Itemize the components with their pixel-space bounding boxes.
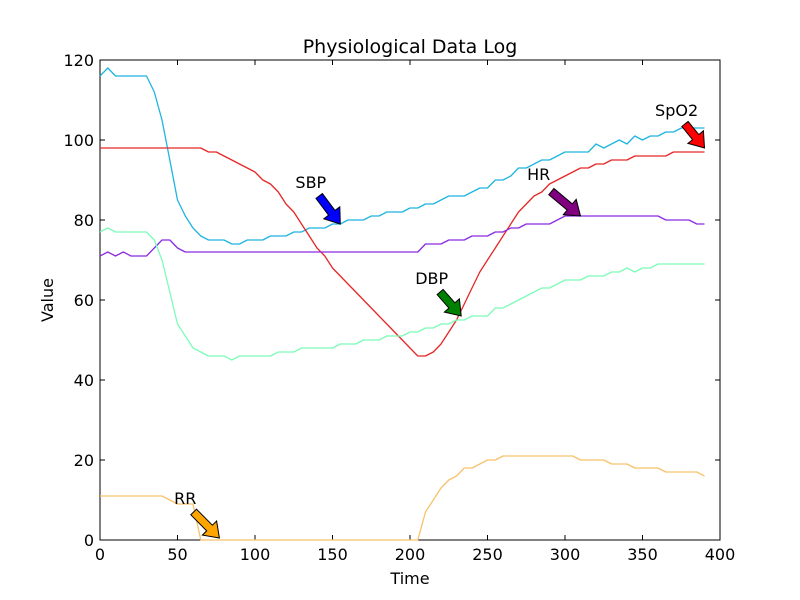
- series-line-3: [99, 227, 705, 361]
- plot-area: 0 50 100 150 200 250 300 350 400 0 20 40 60 80 100 120 S…: [63, 51, 735, 564]
- annotation-label-sbp: SBP: [295, 173, 326, 192]
- y-tick-label: 60: [74, 291, 94, 310]
- series-line-1: [100, 147, 705, 357]
- x-tick-label: 200: [395, 545, 426, 564]
- x-axis-label: Time: [389, 569, 429, 588]
- annotation-arrow-icon: [436, 288, 462, 317]
- y-axis-label: Value: [38, 278, 57, 322]
- x-tick-label: 350: [627, 545, 658, 564]
- x-tick-label: 100: [240, 545, 271, 564]
- y-tick-label: 20: [74, 451, 94, 470]
- x-tick-label: 400: [705, 545, 736, 564]
- annotation-arrow-icon: [681, 120, 706, 149]
- annotation-label-dbp: DBP: [415, 269, 448, 288]
- y-tick-label: 40: [74, 371, 94, 390]
- x-tick-label: 250: [472, 545, 503, 564]
- series-line-2: [99, 215, 705, 257]
- annotation-arrow-icon: [190, 508, 221, 539]
- series-line-0: [99, 67, 705, 245]
- annotation-label-hr: HR: [527, 165, 550, 184]
- annotation-arrow-icon: [315, 192, 341, 225]
- y-tick-label: 0: [84, 531, 94, 550]
- plot-frame: [99, 59, 721, 541]
- y-tick-label: 120: [63, 51, 94, 70]
- y-tick-label: 100: [63, 131, 94, 150]
- x-tick-label: 150: [317, 545, 348, 564]
- chart-title: Physiological Data Log: [303, 36, 518, 58]
- series-line-4: [100, 455, 705, 541]
- x-tick-label: 300: [550, 545, 581, 564]
- annotation-arrow-icon: [548, 187, 582, 217]
- x-tick-label: 50: [167, 545, 187, 564]
- annotation-label-spo2: SpO2: [655, 101, 698, 120]
- annotation-label-rr: RR: [174, 489, 196, 508]
- y-tick-label: 80: [74, 211, 94, 230]
- x-tick-label: 0: [95, 545, 105, 564]
